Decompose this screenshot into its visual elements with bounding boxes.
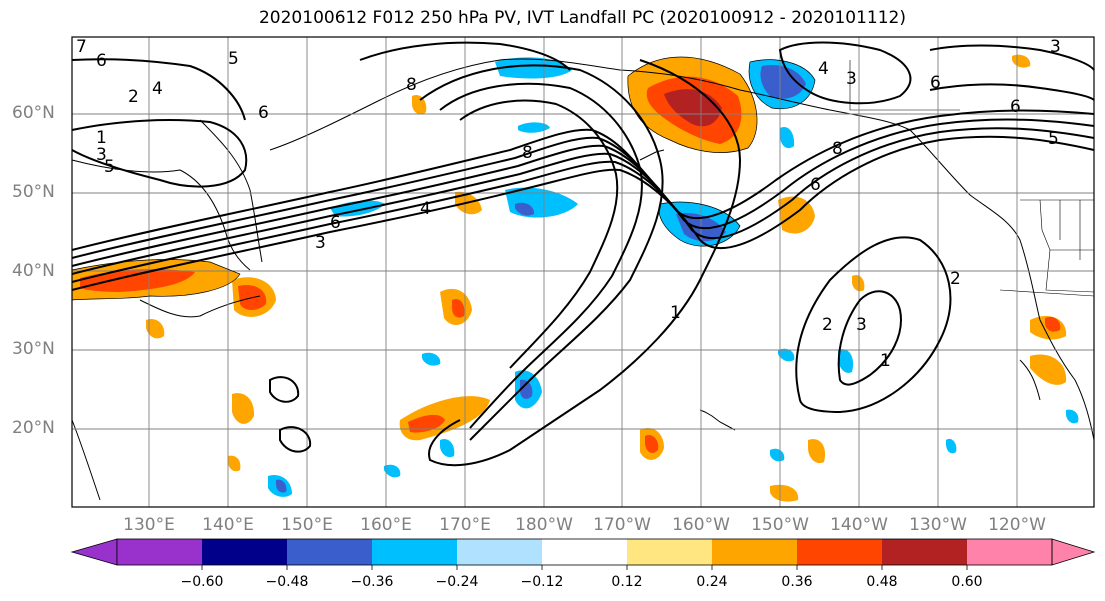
contour-label: 3 [315,233,326,253]
contour-label: 2 [128,87,139,107]
colorbar-tick-label: −0.36 [350,574,394,590]
contour-label: 4 [818,59,829,79]
contour-label: 5 [228,49,239,69]
contour-label: 5 [1048,129,1059,149]
contour-label: 4 [152,79,163,99]
map-title: 2020100612 F012 250 hPa PV, IVT Landfall… [258,8,906,28]
lat-label-40n: 40°N [12,261,55,281]
contour-label: 6 [96,51,107,71]
contour-label: 8 [832,139,843,159]
contour-label: 6 [258,103,269,123]
contour-label: 7 [76,37,87,57]
colorbar-tick-label: −0.12 [520,574,564,590]
lat-label-30n: 30°N [12,339,55,359]
pv-contours [71,41,1095,467]
colorbar-tick-label: 0.12 [611,574,643,590]
contour-label: 3 [96,145,107,165]
contour-label: 8 [406,75,417,95]
colorbar-tick-label: 0.24 [696,574,728,590]
lon-label: 150°E [281,515,333,535]
contour-label: 6 [930,73,941,93]
contour-label: 2 [950,269,961,289]
contour-label: 3 [856,315,867,335]
borders [849,60,1095,297]
colorbar-tick-label: −0.60 [180,574,224,590]
lon-label: 120°W [988,515,1046,535]
colorbar [70,538,1096,570]
lon-label: 140°E [202,515,254,535]
lon-label: 130°W [909,515,967,535]
colorbar-tick-label: 0.48 [866,574,898,590]
lon-label: 170°W [593,515,651,535]
colorbar-tick-label: −0.48 [265,574,309,590]
colorbar-tick-label: −0.24 [435,574,479,590]
contour-label: 5 [104,157,115,177]
lon-label: 140°W [830,515,888,535]
lon-label: 130°E [123,515,175,535]
contour-label: 6 [810,175,821,195]
contour-label: 1 [96,128,107,148]
map-panel: 1 3 5 2 4 6 7 3 6 4 8 8 1 6 8 4 3 6 6 5 … [71,36,1095,508]
lon-label: 180°W [515,515,573,535]
lon-label: 170°E [439,515,491,535]
lat-label-60n: 60°N [12,103,55,123]
contour-label: 1 [670,303,681,323]
positive-shading [72,54,1067,502]
lon-label: 160°E [360,515,412,535]
contour-label: 6 [1010,97,1021,117]
contour-label: 8 [522,143,533,163]
colorbar-tick-label: 0.36 [781,574,813,590]
contour-label: 3 [846,69,857,89]
contour-label: 2 [822,315,833,335]
contour-label: 6 [330,213,341,233]
lon-label: 160°W [672,515,730,535]
colorbar-tick-label: 0.60 [951,574,983,590]
lat-label-50n: 50°N [12,182,55,202]
pv-contours-thin [71,56,816,301]
contour-labels: 1 3 5 2 4 6 7 3 6 4 8 8 1 6 8 4 3 6 6 5 … [76,37,1061,371]
contour-label: 1 [880,351,891,371]
lat-label-20n: 20°N [12,418,55,438]
contour-label: 4 [420,199,431,219]
lon-label: 150°W [751,515,809,535]
contour-label: 3 [1050,37,1061,57]
